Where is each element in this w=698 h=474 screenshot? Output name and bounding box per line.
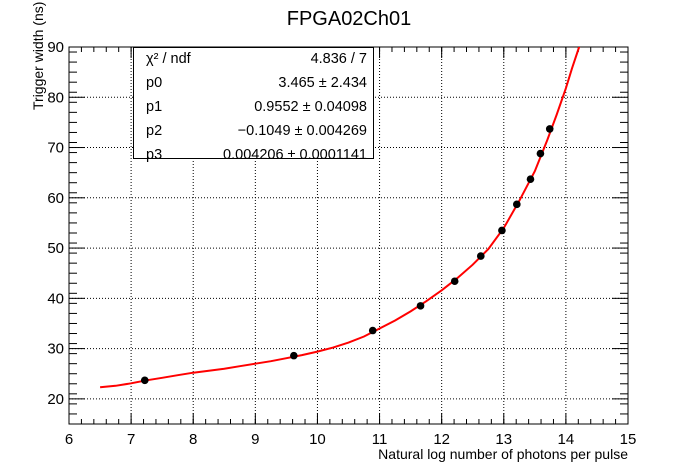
x-tick-label: 15	[620, 431, 637, 448]
stats-name: p0	[146, 75, 163, 91]
stats-row-p2: p2 −0.1049 ± 0.004269	[134, 120, 373, 144]
fit-curve-group	[100, 47, 581, 389]
data-point	[545, 125, 554, 133]
stats-row-chi2: χ² / ndf 4.836 / 7	[134, 48, 373, 72]
stats-value: 0.004206 ± 0.0001141	[223, 147, 367, 163]
x-tick-label: 8	[189, 431, 197, 448]
y-tick-label: 60	[47, 190, 64, 207]
stats-value: −0.1049 ± 0.004269	[237, 123, 367, 139]
stats-value: 0.9552 ± 0.04098	[254, 99, 367, 115]
x-tick-label: 6	[65, 431, 73, 448]
data-point	[290, 351, 298, 360]
stats-row-p0: p0 3.465 ± 2.434	[134, 72, 373, 96]
stats-value: 3.465 ± 2.434	[278, 75, 367, 91]
stats-name: p1	[146, 99, 163, 115]
y-tick-label: 50	[47, 240, 64, 257]
y-tick-label: 70	[47, 140, 64, 157]
data-point	[536, 149, 545, 158]
axis-ticks: 6 7 8 9 10 11 12 13 14 15 20 30 40 50 60 70 80 90	[47, 39, 636, 448]
y-tick-label: 90	[47, 39, 64, 56]
data-point	[498, 226, 506, 235]
stats-name: p2	[146, 123, 163, 139]
data-point	[476, 252, 485, 260]
y-tick-label: 80	[47, 89, 64, 106]
x-tick-label: 12	[433, 431, 450, 448]
stats-row-p3: p3 0.004206 ± 0.0001141	[134, 144, 373, 168]
stats-value: 4.836 / 7	[310, 51, 367, 67]
y-axis-label: Trigger width (ns)	[30, 1, 46, 110]
fit-stats-box: χ² / ndf 4.836 / 7 p0 3.465 ± 2.434 p1 0…	[133, 47, 374, 163]
fit-curve	[100, 47, 581, 389]
stats-name: p3	[146, 147, 163, 163]
x-tick-label: 7	[127, 431, 135, 448]
x-tick-label: 9	[251, 431, 259, 448]
x-axis-label: Natural log number of photons per pulse	[378, 446, 628, 462]
y-tick-label: 20	[47, 391, 64, 408]
data-point	[368, 326, 377, 335]
y-tick-label: 30	[47, 341, 64, 358]
x-tick-label: 14	[558, 431, 575, 448]
x-tick-label: 13	[495, 431, 512, 448]
stats-name: χ² / ndf	[146, 51, 191, 67]
x-tick-label: 10	[309, 431, 326, 448]
data-point	[140, 376, 149, 385]
y-tick-label: 40	[47, 290, 64, 307]
chart-title: FPGA02Ch01	[286, 8, 412, 30]
data-points	[140, 125, 554, 385]
data-point	[513, 200, 521, 209]
data-point	[526, 175, 535, 184]
stats-row-p1: p1 0.9552 ± 0.04098	[134, 96, 373, 120]
data-point	[416, 302, 425, 310]
data-point	[450, 277, 459, 286]
x-tick-label: 11	[372, 431, 388, 448]
